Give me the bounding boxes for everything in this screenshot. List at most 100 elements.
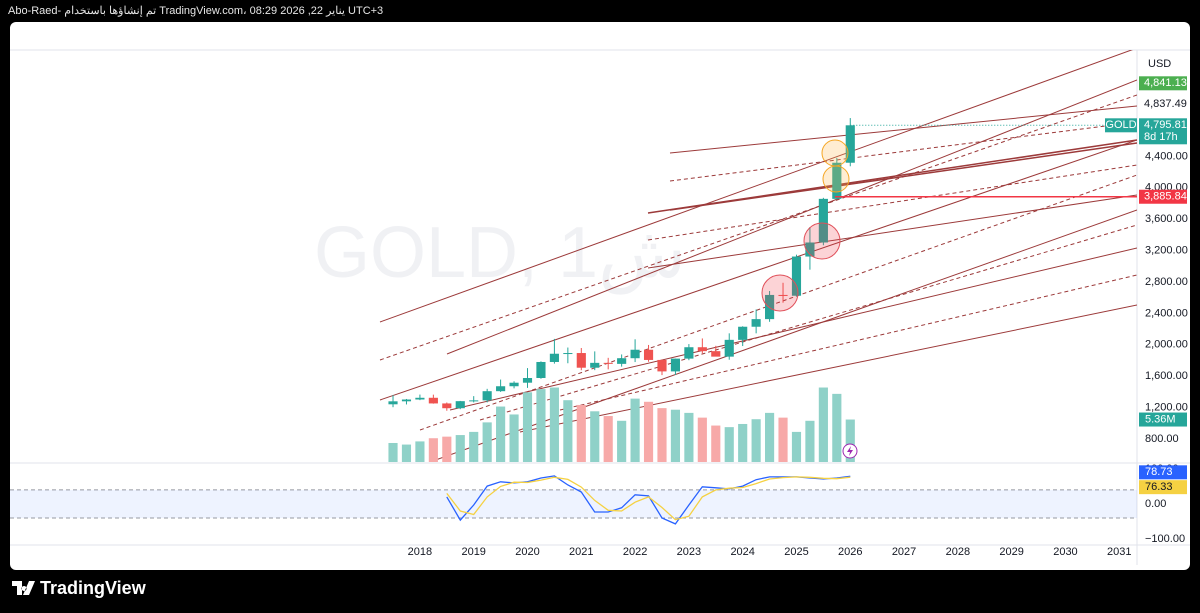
candle-body	[469, 400, 479, 402]
candle-body	[845, 125, 855, 163]
candle-body	[711, 351, 721, 357]
candle-body	[522, 377, 533, 383]
candle-body	[563, 353, 573, 355]
volume-bar	[630, 398, 640, 462]
x-tick-label: 2024	[730, 546, 754, 558]
y-tick-label: 2,400.00	[1145, 307, 1188, 319]
osc-tag	[1139, 480, 1187, 495]
candle-body	[818, 198, 828, 243]
price-tag	[1139, 76, 1187, 91]
volume-bar	[765, 412, 775, 462]
highlights	[761, 139, 858, 459]
y-tick-label: 2,800.00	[1145, 276, 1188, 288]
candle-body	[684, 347, 694, 359]
volume-bar	[482, 422, 492, 462]
price-tag-label: 4,837.49	[1144, 98, 1187, 110]
trend-line	[519, 304, 1137, 433]
candle-body	[442, 403, 452, 409]
symbol-tag-label: GOLD	[1105, 119, 1136, 131]
osc-line	[446, 475, 851, 525]
footer-logo: TradingView	[12, 578, 147, 598]
y-tick-label: 1,200.00	[1145, 402, 1188, 414]
trend-line-dashed	[379, 94, 1137, 361]
candle-body	[697, 347, 707, 352]
volume-bar	[697, 417, 707, 462]
x-tick-label: 2030	[1053, 546, 1077, 558]
candle-body	[455, 401, 465, 409]
volume-bar	[643, 401, 654, 462]
candle-body	[765, 294, 775, 320]
price-tag-label: 4,841.13	[1144, 77, 1187, 89]
candle-body	[724, 339, 734, 357]
x-tick-label: 2021	[569, 546, 593, 558]
candle-body	[428, 397, 438, 404]
x-tick-label: 2029	[999, 546, 1023, 558]
trend-line-dashed	[647, 164, 1137, 241]
volume-bar	[576, 404, 586, 462]
candle-body	[603, 362, 613, 364]
highlight-circle	[821, 139, 849, 167]
candle-body	[791, 256, 802, 296]
candle-body	[415, 397, 425, 400]
volume-bar	[684, 412, 694, 462]
volume-bar	[832, 393, 842, 462]
x-tick-label: 2023	[677, 546, 701, 558]
osc-tag-label: 78.73	[1145, 466, 1173, 478]
trend-line	[669, 105, 1137, 154]
volume-bar	[455, 435, 465, 462]
currency: USD	[1148, 58, 1171, 70]
candle-body	[657, 359, 667, 372]
y-tick-label: 1,600.00	[1145, 370, 1188, 382]
highlight-circle	[803, 222, 841, 260]
volume-bar	[590, 411, 600, 462]
trend-line-dashed	[419, 174, 1137, 431]
volume-bar	[791, 431, 802, 462]
trend-line	[379, 139, 1137, 401]
candle-body	[617, 358, 627, 364]
osc-tick-label: 0.00	[1145, 498, 1166, 510]
candle-body	[630, 349, 640, 359]
y-tick-label: 4,400.00	[1145, 150, 1188, 162]
price-tag-label: 3,885.84	[1144, 191, 1187, 203]
event-bolt	[847, 446, 853, 456]
candle-body	[670, 358, 681, 372]
logo-icon	[12, 581, 35, 595]
trend-line	[429, 209, 1137, 462]
y-tick-label: 3,600.00	[1145, 213, 1188, 225]
candle-body	[751, 319, 761, 327]
candle-body	[832, 162, 842, 199]
trend-line-dashed	[669, 121, 1137, 182]
candle-body	[643, 349, 654, 360]
volume-bar	[738, 423, 748, 462]
volume-bar	[657, 408, 667, 462]
volume-bar	[603, 416, 613, 462]
chart-frame	[10, 22, 1190, 570]
volume-bar	[428, 438, 438, 462]
header-text: Abo-Raed- تم إنشاؤها باستخدام TradingVie…	[8, 5, 383, 17]
volume-bar	[442, 436, 452, 462]
logo-text: TradingView	[40, 578, 147, 598]
osc-line	[446, 476, 851, 521]
trend-line	[647, 194, 1137, 269]
highlight-circle	[761, 274, 799, 312]
volume-bar	[711, 425, 721, 462]
candle-body	[576, 353, 586, 368]
volume-bar	[818, 387, 828, 462]
candle-body	[590, 362, 600, 368]
candle-body	[549, 353, 559, 362]
volume-bar	[563, 400, 573, 462]
price-tag	[1139, 97, 1187, 112]
candle-body	[536, 361, 546, 378]
x-tick-label: 2028	[946, 546, 970, 558]
y-tick-label: 2,000.00	[1145, 339, 1188, 351]
volume-tag-label: 5.36M	[1145, 413, 1176, 425]
x-tick-label: 2019	[461, 546, 485, 558]
volume-bar	[522, 392, 533, 462]
x-tick-label: 2025	[784, 546, 808, 558]
symbol-tag	[1105, 118, 1137, 133]
x-tick-label: 2026	[838, 546, 862, 558]
trend-line-dashed	[479, 224, 1137, 421]
volume-bar	[415, 441, 425, 462]
volume-tag	[1139, 412, 1187, 427]
